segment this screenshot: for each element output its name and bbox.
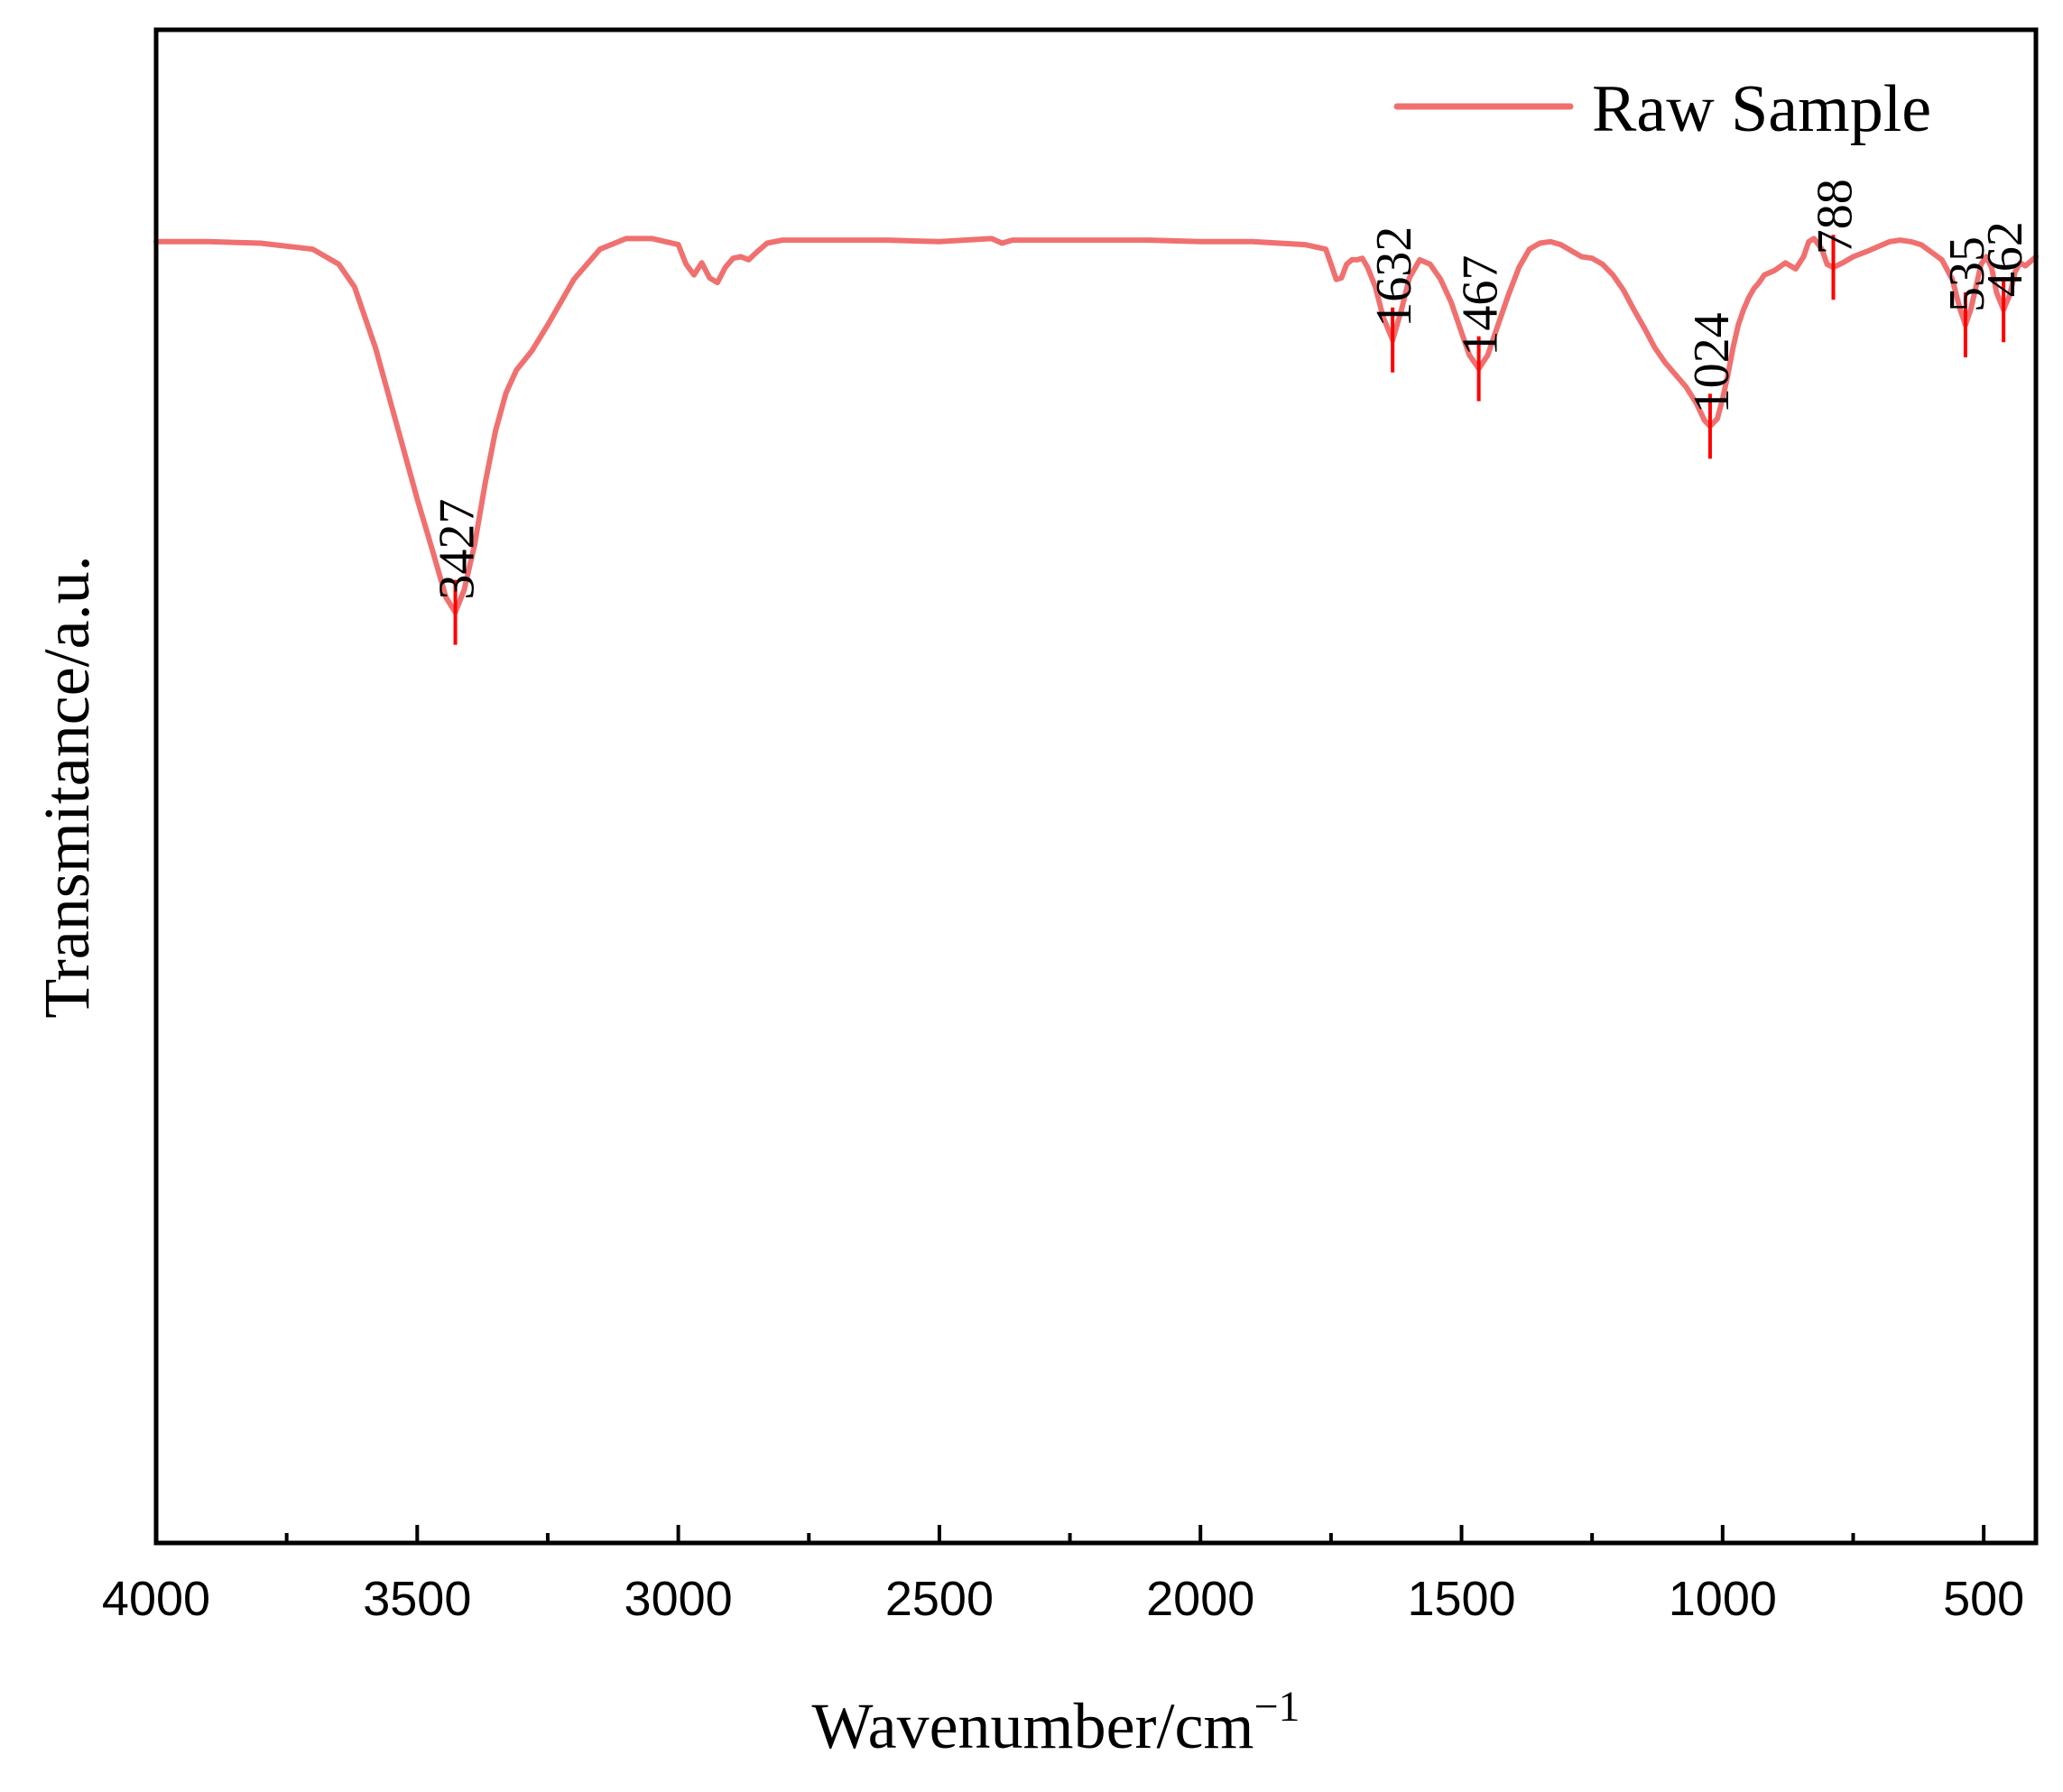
x-tick-label-1000: 1000 xyxy=(1669,1572,1777,1626)
peak-label-462: 462 xyxy=(1977,221,2033,297)
x-tick-label-3000: 3000 xyxy=(624,1572,733,1626)
peak-label-535: 535 xyxy=(1939,236,1995,312)
x-tick-label-4000: 4000 xyxy=(102,1572,210,1626)
peak-label-1467: 1467 xyxy=(1453,255,1509,356)
x-tick-label-2000: 2000 xyxy=(1146,1572,1254,1626)
peak-label-788: 788 xyxy=(1808,179,1864,254)
x-tick-label-2500: 2500 xyxy=(885,1572,994,1626)
y-axis-title: Transmitance/a.u. xyxy=(31,555,103,1018)
plot-content xyxy=(153,236,2039,615)
legend: Raw Sample xyxy=(1393,72,1931,146)
x-tick-label-500: 500 xyxy=(1943,1572,2024,1626)
x-axis-title: Wavenumber/cm−1 xyxy=(811,1683,1300,1762)
peak-label-1632: 1632 xyxy=(1366,226,1422,328)
legend-label-raw-sample: Raw Sample xyxy=(1592,72,1931,146)
x-tick-label-3500: 3500 xyxy=(363,1572,471,1626)
x-axis-ticks xyxy=(154,1525,1986,1543)
plot-frame xyxy=(153,27,2039,1546)
x-axis-tick-labels: 4000 3500 3000 2500 2000 1500 1000 500 xyxy=(102,1572,2024,1626)
peak-label-1024: 1024 xyxy=(1684,312,1740,413)
series-line-0 xyxy=(153,236,2039,615)
x-tick-label-1500: 1500 xyxy=(1407,1572,1515,1626)
peak-label-3427: 3427 xyxy=(430,499,486,600)
